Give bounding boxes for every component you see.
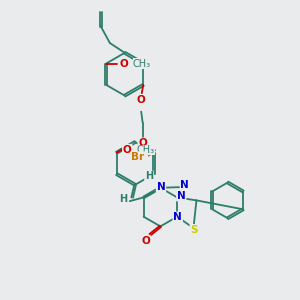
Text: O: O	[138, 139, 147, 148]
Text: H: H	[145, 172, 153, 182]
Text: Br: Br	[131, 152, 145, 162]
Text: N: N	[181, 180, 189, 190]
Text: N: N	[157, 182, 165, 192]
Text: O: O	[119, 58, 128, 68]
Text: N: N	[173, 212, 182, 222]
Text: O: O	[141, 236, 150, 246]
Text: CH₃: CH₃	[133, 58, 151, 68]
Text: H: H	[119, 194, 127, 204]
Text: CH₃: CH₃	[137, 145, 155, 155]
Text: O: O	[137, 95, 146, 105]
Text: S: S	[190, 225, 198, 235]
Text: N: N	[177, 190, 186, 201]
Text: O: O	[123, 145, 132, 155]
